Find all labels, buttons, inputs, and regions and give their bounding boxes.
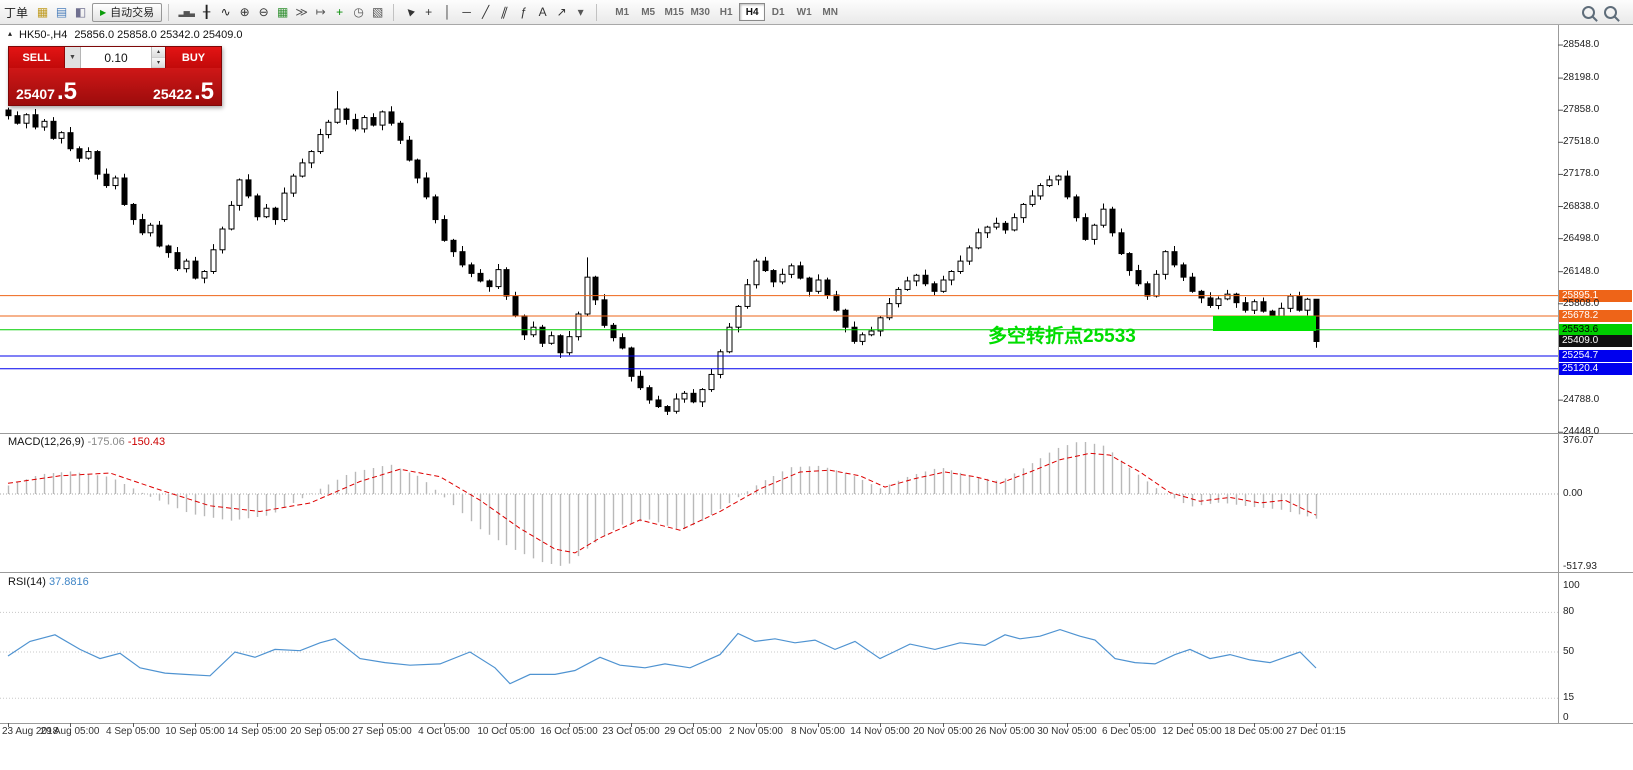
crosshair-icon[interactable]: + bbox=[425, 5, 433, 19]
toolbar: 丁单 ▦ ▤ ◧ ▶ 自动交易 ▂▅▃ ╂ ∿ ⊕ ⊖ ▦ ≫ ↦ + ◷ ▧ ▶ + │ ─ ╱ ∥ ƒ A ↗ ▾ M… bbox=[0, 0, 1633, 25]
market-watch-icon[interactable]: ◧ bbox=[74, 5, 87, 19]
zoom-out-icon[interactable]: ⊖ bbox=[258, 5, 269, 19]
volume-up-icon[interactable]: ▴ bbox=[152, 47, 165, 58]
timeframe-h4-button[interactable]: H4 bbox=[739, 3, 766, 21]
timeframe-m15-button[interactable]: M15 bbox=[661, 3, 687, 21]
volume-dropdown[interactable]: ▼ bbox=[65, 47, 81, 68]
rsi-name: RSI(14) bbox=[8, 576, 46, 588]
play-icon: ▶ bbox=[100, 7, 107, 17]
timeframes-toolbar: M1 M5 M15 M30 H1 H4 D1 W1 MN bbox=[609, 3, 843, 21]
volume-stepper: ▴ ▾ bbox=[151, 47, 165, 68]
timeframe-mn-button[interactable]: MN bbox=[817, 3, 843, 21]
toolbox-panel-label: 丁单 bbox=[4, 5, 29, 20]
toolbar-separator bbox=[596, 3, 598, 21]
horizontal-line-icon[interactable]: ─ bbox=[462, 5, 471, 19]
volume-down-icon[interactable]: ▾ bbox=[152, 57, 165, 68]
collapse-panel-icon[interactable]: ▴ bbox=[8, 29, 13, 38]
bar-chart-icon[interactable]: ▂▅▃ bbox=[178, 7, 194, 17]
chart-window-icon[interactable]: ▤ bbox=[55, 5, 68, 19]
rsi-label: RSI(14) 37.8816 bbox=[8, 576, 89, 588]
timeframe-h1-button[interactable]: H1 bbox=[713, 3, 739, 21]
buy-button[interactable]: BUY bbox=[165, 47, 221, 68]
rsi-value: 37.8816 bbox=[48, 576, 89, 588]
timeframe-m5-button[interactable]: M5 bbox=[635, 3, 661, 21]
line-chart-icon[interactable]: ∿ bbox=[220, 5, 231, 19]
timeframe-w1-button[interactable]: W1 bbox=[791, 3, 817, 21]
chart-toolbar-icons: ▂▅▃ ╂ ∿ ⊕ ⊖ ▦ ≫ ↦ + ◷ ▧ bbox=[175, 3, 387, 21]
chart-ohlc: 25856.0 25858.0 25342.0 25409.0 bbox=[74, 29, 243, 41]
macd-name: MACD(12,26,9) bbox=[8, 436, 85, 448]
templates-icon[interactable]: ▧ bbox=[372, 5, 384, 19]
toolbar-separator bbox=[393, 3, 395, 21]
autotrading-label: 自动交易 bbox=[110, 7, 155, 19]
standard-toolbar-icons: ▦ ▤ ◧ bbox=[33, 3, 90, 21]
chart-symbol-period: HK50-,H4 bbox=[19, 29, 68, 41]
timeframe-d1-button[interactable]: D1 bbox=[765, 3, 791, 21]
zoom-search-icon[interactable] bbox=[1604, 5, 1617, 19]
one-click-trading-panel: SELL ▼ ▴ ▾ BUY 25407.5 25422.5 bbox=[8, 46, 222, 106]
toolbar-right-icons bbox=[1582, 5, 1629, 19]
text-icon[interactable]: A bbox=[538, 5, 547, 19]
sell-button[interactable]: SELL bbox=[9, 47, 65, 68]
volume-input[interactable] bbox=[81, 47, 151, 68]
macd-signal-value: -150.43 bbox=[127, 436, 166, 448]
trade-prices-row: 25407.5 25422.5 bbox=[9, 68, 221, 105]
timeframe-m30-button[interactable]: M30 bbox=[687, 3, 713, 21]
new-order-icon[interactable]: ▦ bbox=[36, 5, 49, 19]
chart-shift-icon[interactable]: ↦ bbox=[315, 5, 326, 19]
indicators-icon[interactable]: + bbox=[336, 5, 344, 19]
macd-value: -175.06 bbox=[87, 436, 125, 448]
macd-label: MACD(12,26,9) -175.06 -150.43 bbox=[8, 436, 165, 448]
tile-windows-icon[interactable]: ▦ bbox=[277, 5, 289, 19]
zoom-in-icon[interactable]: ⊕ bbox=[239, 5, 250, 19]
trendline-icon[interactable]: ╱ bbox=[482, 5, 490, 19]
line-studies-toolbar-icons: ▶ + │ ─ ╱ ∥ ƒ A ↗ ▾ bbox=[400, 3, 590, 21]
timeframe-m1-button[interactable]: M1 bbox=[609, 3, 635, 21]
toolbar-separator bbox=[168, 3, 170, 21]
volume-field: ▴ ▾ bbox=[81, 47, 165, 68]
autotrading-button[interactable]: ▶ 自动交易 bbox=[92, 2, 163, 22]
periods-dropdown-icon[interactable]: ◷ bbox=[353, 5, 364, 19]
chart-header: ▴ HK50-,H4 25856.0 25858.0 25342.0 25409… bbox=[8, 29, 243, 41]
trade-controls-row: SELL ▼ ▴ ▾ BUY bbox=[9, 47, 221, 68]
fibonacci-icon[interactable]: ƒ bbox=[520, 5, 528, 19]
buy-price[interactable]: 25422.5 bbox=[153, 78, 214, 105]
vertical-line-icon[interactable]: │ bbox=[443, 5, 452, 19]
shapes-dropdown-icon[interactable]: ▾ bbox=[577, 5, 584, 19]
arrow-tool-icon[interactable]: ↗ bbox=[556, 5, 567, 19]
auto-scroll-icon[interactable]: ≫ bbox=[295, 5, 308, 19]
chart-annotation: 多空转折点25533 bbox=[988, 325, 1136, 347]
search-icon[interactable] bbox=[1582, 5, 1595, 19]
sell-price[interactable]: 25407.5 bbox=[16, 78, 77, 105]
candlestick-chart-icon[interactable]: ╂ bbox=[203, 5, 211, 19]
